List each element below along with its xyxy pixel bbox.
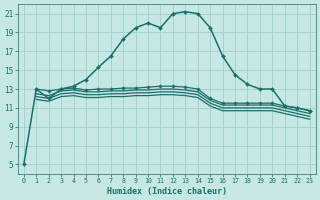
X-axis label: Humidex (Indice chaleur): Humidex (Indice chaleur) [107, 187, 227, 196]
